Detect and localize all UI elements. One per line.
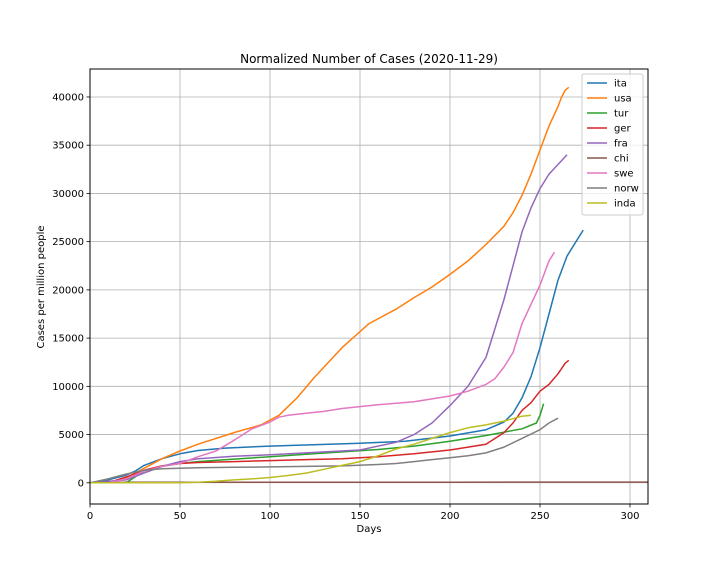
legend-label-fra: fra — [614, 139, 628, 150]
plot-frame — [89, 68, 649, 505]
series-lines — [89, 86, 648, 484]
series-line-ita — [89, 229, 584, 484]
legend-label-norw: norw — [614, 184, 639, 195]
chart-title: Normalized Number of Cases (2020-11-29) — [240, 52, 498, 66]
series-line-inda — [90, 414, 532, 484]
legend-label-swe: swe — [614, 169, 634, 180]
x-tick-label: 250 — [530, 511, 549, 522]
series-line-fra — [89, 154, 568, 484]
x-tick-label: 0 — [87, 511, 93, 522]
legend: ita usa tur ger fra chi swe norw inda — [581, 73, 644, 216]
legend-label-ger: ger — [614, 124, 632, 135]
y-tick-label: 5000 — [59, 430, 84, 441]
y-axis-title: Cases per million people — [36, 225, 47, 348]
y-tick-label: 0 — [78, 478, 84, 489]
x-tick-label: 100 — [260, 511, 279, 522]
y-tick-label: 35000 — [52, 141, 84, 152]
legend-label-inda: inda — [614, 199, 636, 210]
x-tick-label: 50 — [174, 511, 187, 522]
x-tick-label: 200 — [440, 511, 459, 522]
legend-label-chi: chi — [614, 154, 629, 165]
y-tick-label: 20000 — [52, 285, 84, 296]
y-tick-label: 10000 — [52, 382, 84, 393]
y-tick-label: 40000 — [52, 92, 84, 103]
legend-box — [581, 73, 644, 216]
legend-label-tur: tur — [614, 109, 629, 120]
y-tick-label: 30000 — [52, 189, 84, 200]
series-line-swe — [90, 251, 556, 484]
y-tick-label: 25000 — [52, 237, 84, 248]
y-tick-label: 15000 — [52, 334, 84, 345]
x-tick-label: 150 — [350, 511, 369, 522]
legend-label-ita: ita — [614, 79, 627, 90]
x-axis-title: Days — [357, 524, 382, 535]
legend-label-usa: usa — [614, 94, 632, 105]
axis-ticks: 0 50 100 150 200 250 300 0 5000 10000 15000 20000 25… — [52, 92, 639, 522]
series-line-usa — [90, 86, 570, 484]
series-line-norw — [89, 417, 559, 484]
x-tick-label: 300 — [620, 511, 639, 522]
